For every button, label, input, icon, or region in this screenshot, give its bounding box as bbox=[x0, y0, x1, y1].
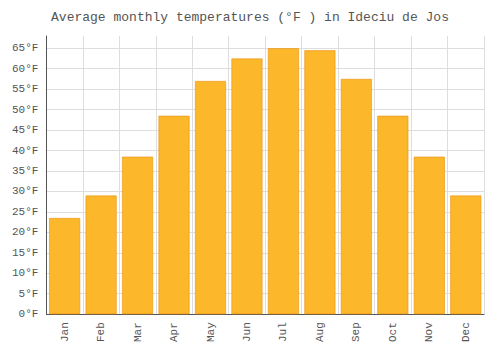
svg-text:50°F: 50°F bbox=[12, 104, 38, 116]
svg-text:65°F: 65°F bbox=[12, 42, 38, 54]
svg-text:15°F: 15°F bbox=[12, 247, 38, 259]
svg-text:35°F: 35°F bbox=[12, 165, 38, 177]
svg-text:Apr: Apr bbox=[168, 322, 180, 342]
svg-text:55°F: 55°F bbox=[12, 83, 38, 95]
svg-text:Average monthly temperatures (: Average monthly temperatures (°F ) in Id… bbox=[51, 10, 449, 25]
svg-text:20°F: 20°F bbox=[12, 226, 38, 238]
svg-text:Mar: Mar bbox=[132, 322, 144, 342]
svg-text:Oct: Oct bbox=[387, 322, 399, 342]
svg-text:60°F: 60°F bbox=[12, 63, 38, 75]
svg-text:5°F: 5°F bbox=[19, 288, 39, 300]
svg-text:Jul: Jul bbox=[277, 322, 289, 342]
svg-text:Nov: Nov bbox=[423, 322, 435, 342]
svg-text:May: May bbox=[205, 322, 217, 342]
svg-text:Jan: Jan bbox=[59, 322, 71, 342]
svg-text:40°F: 40°F bbox=[12, 145, 38, 157]
svg-text:0°F: 0°F bbox=[19, 308, 39, 320]
svg-text:10°F: 10°F bbox=[12, 267, 38, 279]
svg-text:Aug: Aug bbox=[314, 322, 326, 342]
svg-text:Feb: Feb bbox=[95, 322, 107, 342]
svg-text:30°F: 30°F bbox=[12, 185, 38, 197]
svg-text:Dec: Dec bbox=[460, 322, 472, 342]
svg-text:Jun: Jun bbox=[241, 322, 253, 342]
svg-text:45°F: 45°F bbox=[12, 124, 38, 136]
svg-text:Sep: Sep bbox=[350, 322, 362, 342]
svg-text:25°F: 25°F bbox=[12, 206, 38, 218]
